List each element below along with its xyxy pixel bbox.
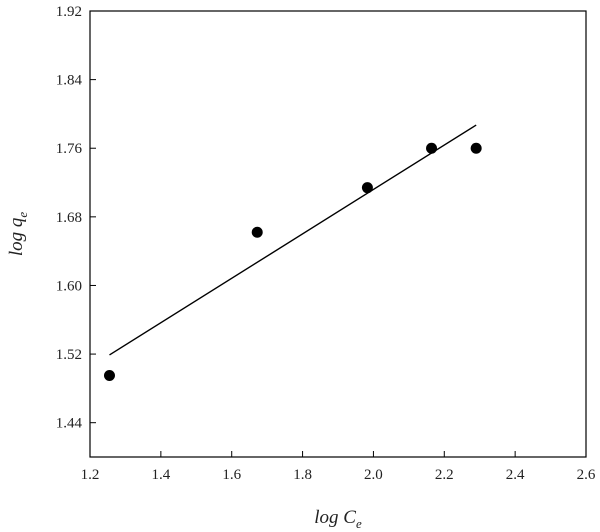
y-tick-label: 1.60 [56,278,82,294]
x-tick-label: 1.2 [81,467,100,483]
plot-area [89,10,587,458]
y-axis-title-subscript: e [15,212,30,218]
x-tick-label: 1.4 [151,467,170,483]
data-point [470,142,482,154]
y-tick-label: 1.92 [56,4,82,20]
plot-frame [89,10,587,458]
x-tick-label: 2.2 [435,467,454,483]
x-axis-title-base: log C [314,507,356,528]
y-tick-label: 1.84 [56,73,83,89]
data-point [426,142,438,154]
x-tick-label: 1.6 [222,467,241,483]
x-axis: 1.2 1.4 1.6 1.8 2.0 2.2 2.4 2.6 [81,451,596,483]
data-point [251,226,263,238]
y-tick-label: 1.76 [56,141,83,157]
x-axis-title-subscript: e [356,516,362,531]
x-tick-label: 1.8 [293,467,312,483]
series-layer [103,124,482,382]
y-tick-label: 1.52 [56,347,82,363]
x-tick-label: 2.4 [506,467,525,483]
fit-line [109,124,477,356]
data-point [103,370,115,382]
y-axis-title: log qe [6,212,30,257]
y-tick-label: 1.44 [56,416,83,432]
y-tick-label: 1.68 [56,210,82,226]
x-axis-title: log Ce [314,507,362,531]
y-axis: 1.44 1.52 1.60 1.68 1.76 1.84 1.92 [56,4,96,432]
y-axis-title-base: log q [6,217,27,256]
x-tick-label: 2.0 [364,467,383,483]
data-point [361,182,373,194]
x-tick-label: 2.6 [577,467,596,483]
